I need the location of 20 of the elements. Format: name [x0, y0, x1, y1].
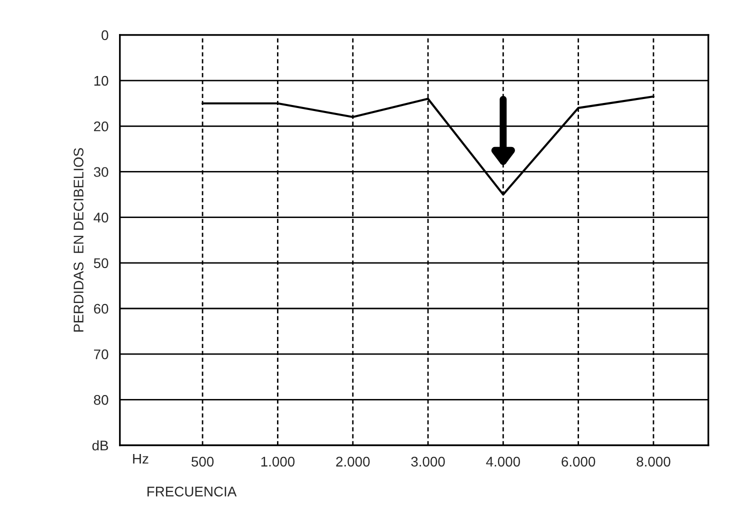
y-tick-label: dB [92, 440, 108, 450]
text: Hz [133, 454, 148, 464]
x-tick-label: 8.000 [636, 456, 670, 467]
x-tick-label: 500 [192, 456, 214, 467]
y-tick-label: 20 [94, 121, 108, 132]
x-axis-title: FRECUENCIA [148, 486, 237, 496]
x-tick-label: 2.000 [336, 456, 370, 467]
x-tick-label: 3.000 [411, 456, 445, 467]
y-tick-label: 30 [94, 167, 108, 177]
y-tick-label: 60 [94, 304, 108, 314]
x-tick-label: 1.000 [261, 456, 295, 467]
y-tick-label: 40 [94, 212, 108, 222]
x-tick-label: 4.000 [486, 456, 520, 467]
x-tick-label: 6.000 [562, 456, 596, 467]
y-tick-label: 80 [94, 395, 108, 405]
y-tick-label: 10 [94, 76, 108, 86]
y-tick-label: 70 [94, 349, 108, 360]
y-tick-label: 50 [94, 258, 108, 268]
y-axis-title: PERDIDAS EN DECIBELIOS [74, 148, 84, 332]
y-tick-label: 0 [102, 30, 108, 40]
